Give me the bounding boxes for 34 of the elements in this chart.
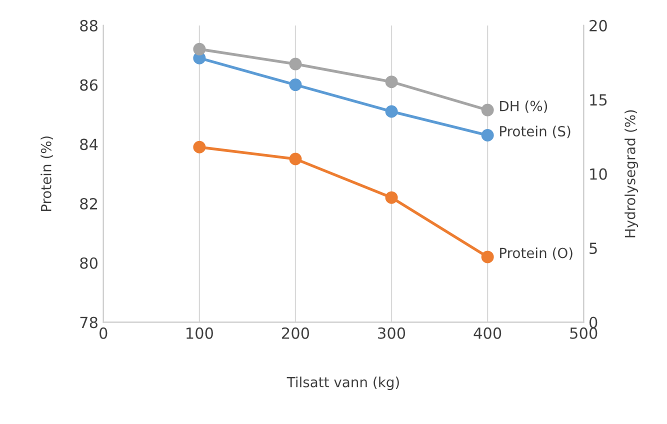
point bbox=[385, 105, 398, 118]
x-tick-label: 100 bbox=[186, 327, 213, 339]
point bbox=[481, 129, 494, 142]
point bbox=[289, 78, 302, 92]
x-axis-title: Tilsatt vann (kg) bbox=[286, 376, 399, 390]
point bbox=[289, 58, 302, 70]
y-tick-label: 82 bbox=[80, 198, 97, 210]
y2-tick-label: 10 bbox=[590, 168, 607, 180]
point bbox=[385, 191, 398, 204]
y-tick-label: 80 bbox=[80, 257, 98, 269]
y-tick-label: 86 bbox=[80, 79, 98, 91]
point bbox=[481, 104, 494, 116]
point bbox=[193, 42, 206, 56]
series-label: DH (%) bbox=[500, 100, 548, 113]
y2-tick-label: 20 bbox=[590, 20, 607, 32]
x-tick-label: 300 bbox=[378, 327, 406, 339]
series-label: Protein (S) bbox=[500, 126, 570, 138]
y2-tick-label: 5 bbox=[590, 242, 597, 254]
x-tick-label: 0 bbox=[100, 327, 108, 339]
y2-tick-label: 15 bbox=[590, 94, 607, 106]
x-tick-label: 500 bbox=[570, 327, 598, 339]
x-tick-label: 400 bbox=[474, 327, 502, 339]
y-tick-label: 84 bbox=[80, 138, 98, 150]
y2-axis-title: Hydrolysegrad (%) bbox=[624, 110, 638, 238]
point bbox=[193, 140, 206, 154]
y-tick-label: 88 bbox=[80, 20, 98, 32]
point bbox=[289, 152, 302, 166]
y-axis-title: Protein (%) bbox=[40, 136, 54, 212]
y2-tick-label: 0 bbox=[589, 316, 598, 328]
y-tick-label: 78 bbox=[80, 316, 98, 328]
point bbox=[385, 76, 398, 88]
series-label: Protein (O) bbox=[500, 247, 572, 260]
x-tick-label: 200 bbox=[282, 327, 310, 339]
point bbox=[481, 250, 494, 264]
